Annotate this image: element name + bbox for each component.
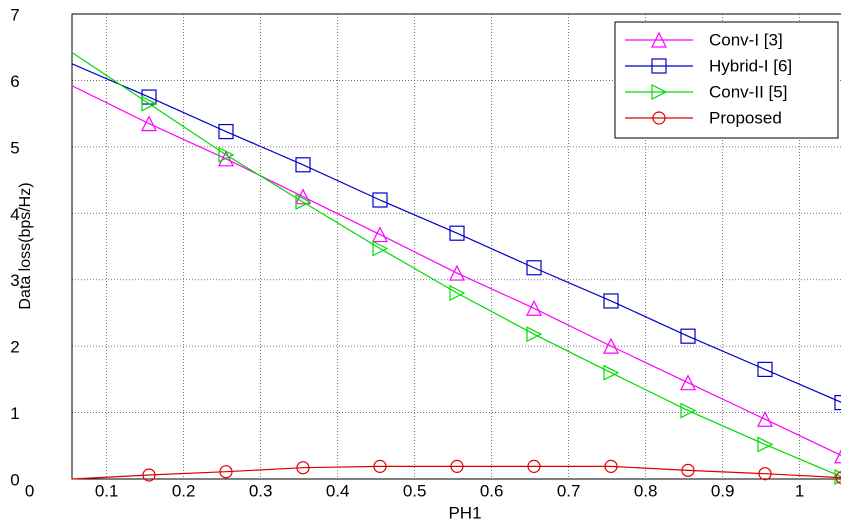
x-tick-label: 0.7 bbox=[557, 481, 581, 500]
x-tick-label: 0.6 bbox=[480, 481, 504, 500]
series-line bbox=[72, 86, 841, 456]
y-tick-label: 5 bbox=[10, 138, 19, 157]
legend-label: Conv-II [5] bbox=[709, 82, 787, 101]
chart: PH1 Data loss(bps/Hz) 0 1 2 3 4 5 6 7 0 0.1 0.2 0.3… bbox=[0, 0, 841, 526]
x-tick-label: 0.5 bbox=[403, 481, 427, 500]
y-tick-label: 6 bbox=[10, 72, 19, 91]
x-tick-label: 0.3 bbox=[249, 481, 273, 500]
page: PH1 Data loss(bps/Hz) 0 1 2 3 4 5 6 7 0 0.1 0.2 0.3… bbox=[0, 0, 841, 526]
legend-label: Conv-I [3] bbox=[709, 30, 783, 49]
marker bbox=[835, 396, 841, 410]
y-axis-label: Data loss(bps/Hz) bbox=[17, 182, 34, 309]
x-tick-label: 1 bbox=[795, 481, 804, 500]
x-tick-label: 0.8 bbox=[634, 481, 658, 500]
x-axis-label: PH1 bbox=[448, 503, 481, 522]
y-tick-label: 3 bbox=[10, 271, 19, 290]
y-tick-label: 0 bbox=[10, 470, 19, 489]
x-tick-label: 0 bbox=[25, 481, 34, 500]
legend-label: Hybrid-I [6] bbox=[709, 56, 792, 75]
y-tick-label: 2 bbox=[10, 338, 19, 357]
x-tick-label: 0.4 bbox=[326, 481, 350, 500]
x-tick-label: 0.1 bbox=[95, 481, 119, 500]
legend-label: Proposed bbox=[709, 108, 782, 127]
y-tick-label: 7 bbox=[10, 5, 19, 24]
y-tick-label: 4 bbox=[10, 205, 19, 224]
x-tick-label: 0.9 bbox=[711, 481, 735, 500]
y-tick-label: 1 bbox=[10, 404, 19, 423]
x-tick-label: 0.2 bbox=[172, 481, 196, 500]
marker bbox=[835, 449, 841, 463]
